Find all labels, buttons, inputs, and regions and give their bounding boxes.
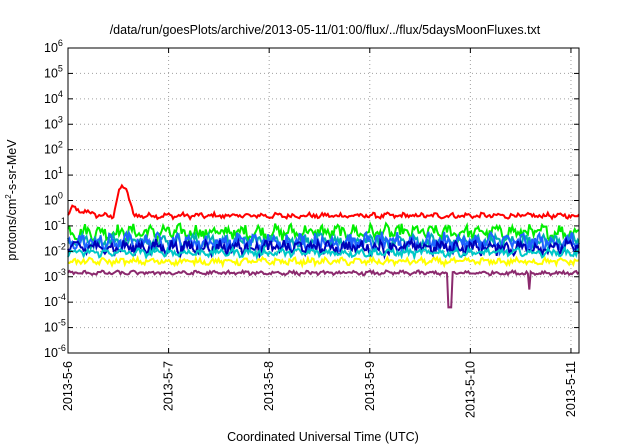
y-tick-base: 10 — [44, 66, 58, 80]
y-tick-labels: 10-610-510-410-310-210-11001011021031041… — [44, 38, 66, 360]
series-line — [67, 244, 580, 262]
y-tick-label: 104 — [44, 89, 63, 106]
y-tick-label: 106 — [44, 38, 63, 55]
y-tick-base: 10 — [44, 270, 58, 284]
grid — [68, 48, 579, 353]
chart-title: /data/run/goesPlots/archive/2013-05-11/0… — [110, 23, 541, 37]
series-line — [67, 236, 580, 260]
y-tick-exponent: -2 — [58, 241, 66, 251]
y-tick-exponent: -4 — [58, 292, 66, 302]
x-tick-label: 2013-5-11 — [564, 361, 578, 417]
y-tick-exponent: -3 — [58, 267, 66, 277]
x-tick-label: 2013-5-7 — [162, 361, 176, 411]
y-tick-label: 10-5 — [44, 318, 66, 335]
y-tick-label: 102 — [44, 140, 63, 157]
x-tick-label: 2013-5-9 — [363, 361, 377, 411]
y-tick-base: 10 — [44, 168, 58, 182]
y-tick-base: 10 — [44, 244, 58, 258]
y-tick-label: 105 — [44, 63, 63, 80]
y-tick-label: 10-3 — [44, 267, 66, 284]
x-tick-label: 2013-5-6 — [61, 361, 75, 411]
y-tick-exponent: 2 — [58, 140, 63, 150]
series-group — [67, 183, 580, 309]
y-axis-label-pre: protons/cm — [5, 199, 19, 261]
x-tick-label: 2013-5-8 — [262, 361, 276, 411]
series-line — [67, 183, 580, 222]
y-tick-label: 10-6 — [44, 343, 66, 360]
y-axis-label-sup: 2 — [4, 194, 13, 199]
y-tick-exponent: 6 — [58, 38, 63, 48]
ticks — [67, 47, 579, 354]
y-tick-base: 10 — [44, 194, 58, 208]
y-tick-exponent: 0 — [58, 191, 63, 201]
y-tick-exponent: -5 — [58, 318, 66, 328]
series-line — [67, 268, 580, 309]
y-axis-label: protons/cm2-s-sr-MeV — [4, 139, 19, 261]
y-tick-base: 10 — [44, 92, 58, 106]
series-line — [67, 220, 580, 245]
y-tick-base: 10 — [44, 219, 58, 233]
y-tick-label: 10-1 — [44, 216, 66, 233]
x-tick-labels: 2013-5-6 2013-5-7 2013-5-8 2013-5-9 2013-5-1… — [61, 361, 578, 418]
y-tick-exponent: 4 — [58, 89, 63, 99]
y-tick-label: 101 — [44, 165, 63, 182]
y-tick-base: 10 — [44, 143, 58, 157]
y-tick-exponent: 1 — [58, 165, 63, 175]
y-tick-label: 103 — [44, 114, 63, 131]
y-tick-base: 10 — [44, 295, 58, 309]
y-tick-base: 10 — [44, 41, 58, 55]
y-tick-exponent: 3 — [58, 114, 63, 124]
y-tick-label: 10-4 — [44, 292, 66, 309]
y-tick-exponent: -1 — [58, 216, 66, 226]
y-tick-base: 10 — [44, 321, 58, 335]
y-tick-exponent: -6 — [58, 343, 66, 353]
x-axis-label: Coordinated Universal Time (UTC) — [227, 430, 419, 444]
series-line — [67, 255, 580, 269]
y-tick-label: 10-2 — [44, 241, 66, 258]
y-tick-base: 10 — [44, 117, 58, 131]
y-axis-label-post: -s-sr-MeV — [5, 139, 19, 195]
y-tick-exponent: 5 — [58, 63, 63, 73]
y-tick-base: 10 — [44, 346, 58, 360]
x-tick-label: 2013-5-10 — [463, 361, 477, 418]
y-tick-label: 100 — [44, 191, 63, 208]
